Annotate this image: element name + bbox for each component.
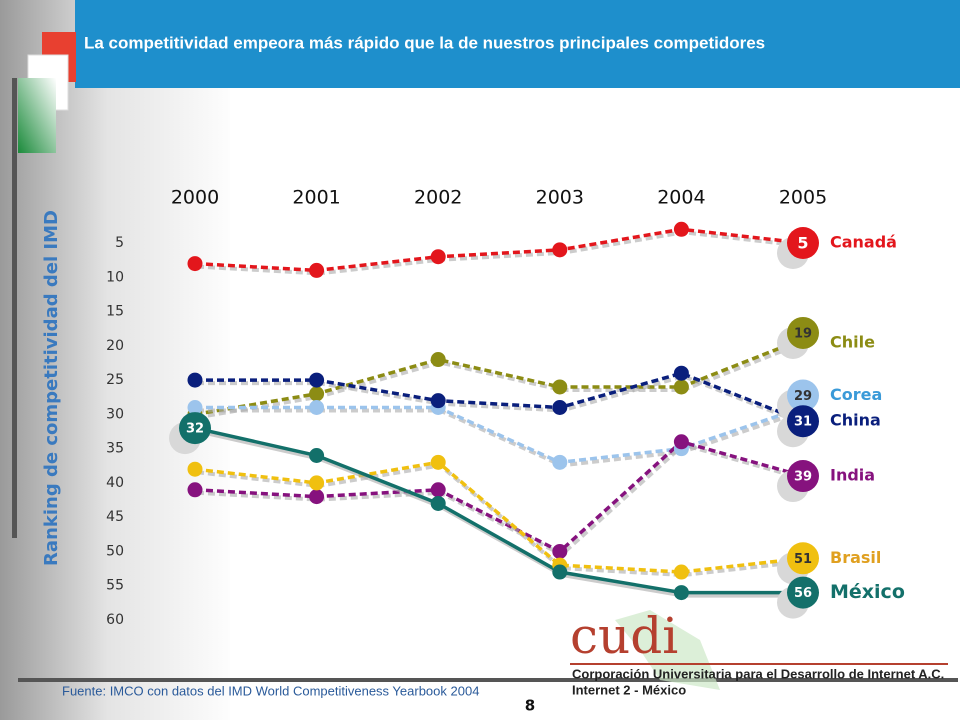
- logo-map: [615, 610, 720, 690]
- x-tick-label: 2005: [779, 187, 827, 209]
- labeled-point: [787, 405, 819, 438]
- point: [673, 221, 689, 237]
- x-tick-label: 2003: [536, 187, 584, 209]
- x-tick-label: 2002: [414, 187, 462, 209]
- data-label: 19: [794, 326, 812, 341]
- labeled-point: [787, 576, 819, 609]
- y-tick-label: 40: [106, 475, 124, 491]
- line-shadow: [196, 463, 806, 578]
- y-tick-label: 15: [106, 304, 124, 320]
- point: [552, 543, 568, 559]
- labeled-point: [787, 379, 819, 412]
- labeled-point: [787, 316, 819, 349]
- point: [673, 564, 689, 580]
- point: [552, 242, 568, 258]
- data-label: 31: [794, 415, 812, 430]
- point: [187, 400, 203, 416]
- title-band: [75, 0, 960, 88]
- logo-line1: Corporación Universitaria para el Desarr…: [572, 666, 944, 681]
- point: [309, 372, 325, 388]
- point: [673, 379, 689, 395]
- series-line: [194, 337, 804, 417]
- legend-label: China: [830, 411, 881, 430]
- line-shadow: [197, 408, 806, 468]
- y-tick-label: 25: [106, 372, 124, 388]
- point: [187, 482, 203, 498]
- deco-square: [18, 78, 56, 153]
- y-tick-label: 5: [115, 235, 124, 251]
- y-tick-label: 35: [106, 441, 124, 457]
- y-tick-label: 55: [106, 578, 124, 594]
- point: [430, 352, 446, 368]
- data-label: 29: [794, 389, 812, 404]
- point: [187, 256, 203, 272]
- content-bg: [230, 0, 960, 720]
- y-tick-label: 20: [106, 338, 124, 354]
- point: [430, 482, 446, 498]
- point: [430, 393, 446, 409]
- data-label: 32: [186, 422, 204, 437]
- legend-label: Corea: [830, 385, 882, 404]
- point: [552, 454, 568, 470]
- legend-label: México: [830, 581, 905, 603]
- data-label: 51: [794, 552, 812, 567]
- plot: 5 10 15 20 25 30 35 40 45 50 55 60 2000 2001 2002 2003 2…: [106, 187, 905, 629]
- point: [673, 365, 689, 381]
- legend-label: India: [830, 466, 875, 485]
- y-tick-label: 45: [106, 509, 124, 525]
- logo-name: cudi: [570, 607, 678, 665]
- series-line: [194, 426, 803, 595]
- title: La competitividad empeora más rápido que…: [84, 33, 765, 52]
- point: [430, 249, 446, 265]
- line-shadow: [196, 340, 806, 420]
- line-shadow: [197, 374, 806, 427]
- point: [552, 400, 568, 416]
- point: [309, 447, 325, 463]
- series-line: [194, 439, 804, 554]
- labeled-point: [179, 412, 211, 445]
- series-line: [194, 460, 804, 574]
- point: [673, 434, 689, 450]
- data-label: 56: [794, 586, 812, 601]
- line-shadow: [196, 442, 806, 557]
- legend-label: Canadá: [830, 233, 897, 252]
- point: [552, 564, 568, 580]
- series-line: [195, 405, 804, 465]
- point: [187, 461, 203, 477]
- x-tick-label: 2004: [657, 187, 705, 209]
- y-axis-label: Ranking de competitividad del IMD: [41, 210, 62, 566]
- point: [309, 475, 325, 491]
- y-tick-label: 30: [106, 406, 124, 422]
- point: [187, 372, 203, 388]
- point: [430, 495, 446, 511]
- labeled-point: [787, 227, 819, 259]
- bottom-bar: [18, 678, 958, 682]
- data-label: 39: [794, 470, 812, 485]
- legend-label: Brasil: [830, 548, 881, 567]
- point: [309, 400, 325, 416]
- x-tick-label: 2000: [171, 187, 219, 209]
- point: [430, 454, 446, 470]
- point: [552, 379, 568, 395]
- line-shadow: [196, 230, 806, 276]
- point: [309, 489, 325, 505]
- labeled-point: [787, 542, 819, 575]
- labeled-point: [787, 460, 819, 493]
- side-bar: [12, 78, 17, 538]
- source: Fuente: IMCO con datos del IMD World Com…: [62, 683, 479, 698]
- point: [309, 262, 325, 278]
- y-tick-label: 10: [106, 269, 124, 285]
- x-tick-label: 2001: [292, 187, 340, 209]
- data-label: 5: [797, 234, 808, 253]
- point: [309, 386, 325, 402]
- series-line: [195, 371, 804, 423]
- legend-label: Chile: [830, 332, 875, 351]
- y-tick-label: 60: [106, 612, 124, 628]
- page-number: 8: [525, 697, 535, 715]
- point: [673, 585, 689, 601]
- y-tick-label: 50: [106, 543, 124, 559]
- logo-line2: Internet 2 - México: [572, 682, 686, 697]
- series-line: [194, 227, 804, 273]
